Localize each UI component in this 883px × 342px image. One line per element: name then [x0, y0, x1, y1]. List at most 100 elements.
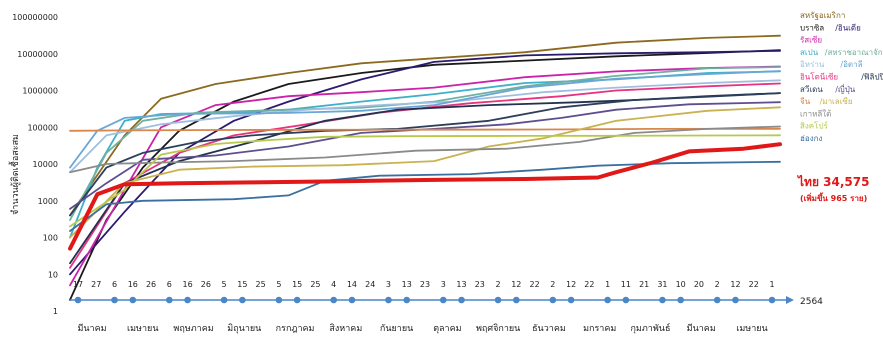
- day-tick-label: 22: [584, 280, 594, 289]
- series-line: [69, 70, 781, 169]
- day-tick-label: 13: [402, 280, 412, 289]
- timeline-dot: [659, 296, 666, 304]
- y-tick-label: 10: [48, 270, 58, 279]
- month-label: กันยายน: [380, 324, 413, 334]
- y-tick-label: 100000000: [12, 13, 58, 22]
- series-line: [69, 134, 781, 228]
- timeline-dot: [129, 296, 137, 304]
- series-line: [69, 160, 781, 232]
- series-line: [69, 106, 781, 239]
- day-tick-label: 22: [749, 280, 759, 289]
- day-tick-label: 25: [256, 280, 266, 289]
- y-tick-label: 10000: [33, 160, 58, 169]
- month-label: สิงหาคม: [329, 323, 362, 334]
- timeline-dot: [403, 296, 411, 304]
- day-tick-label: 23: [420, 280, 430, 289]
- legend-entry: /ฟิลิปปินส์: [861, 72, 883, 82]
- day-tick-label: 12: [511, 280, 521, 289]
- legend-entry: สเปน: [800, 48, 819, 57]
- series-line: [69, 65, 781, 287]
- legend-entry: จีน: [800, 97, 811, 106]
- series-line: [69, 66, 781, 221]
- timeline-dot: [275, 296, 283, 304]
- month-label: กรกฎาคม: [276, 324, 315, 334]
- day-tick-label: 23: [475, 280, 485, 289]
- day-tick-label: 16: [128, 280, 138, 289]
- month-label: มิถุนายน: [227, 323, 261, 334]
- day-tick-label: 16: [182, 280, 192, 289]
- timeline-dot: [622, 296, 630, 304]
- month-label: เมษายน: [736, 324, 767, 334]
- day-tick-label: 25: [310, 280, 320, 289]
- y-tick-label: 100000: [27, 123, 58, 132]
- y-axis-ticks: 1 10 100 1000 10000 100000 1000000 10000000 1000…: [12, 13, 58, 316]
- day-tick-label: 2: [550, 280, 555, 289]
- timeline-dot: [768, 296, 776, 304]
- month-label: ธันวาคม: [532, 324, 566, 334]
- month-label: พฤศจิกายน: [476, 323, 520, 334]
- day-tick-label: 12: [566, 280, 576, 289]
- month-label: มีนาคม: [77, 323, 106, 334]
- day-tick-label: 21: [639, 280, 649, 289]
- legend-entry: /อิตาลี: [840, 60, 862, 69]
- day-tick-label: 20: [694, 280, 704, 289]
- timeline-axis: [70, 296, 794, 304]
- month-label: เมษายน: [127, 324, 158, 334]
- timeline-dot: [732, 296, 739, 304]
- day-tick-label: 3: [441, 280, 446, 289]
- day-tick-label: 17: [73, 280, 83, 289]
- timeline-dot: [604, 296, 611, 304]
- timeline-dot: [348, 296, 356, 304]
- day-tick-label: 12: [730, 280, 740, 289]
- day-tick-label: 26: [201, 280, 211, 289]
- timeline-dot: [74, 296, 82, 304]
- timeline-dot: [713, 296, 721, 304]
- month-label: กุมภาพันธ์: [630, 322, 670, 334]
- thai-value-label: ไทย 34,575: [796, 174, 869, 189]
- day-tick-labels: 17 27 6 16 26 6 16 26 5 15 25 5 15 25 4 14 24 3 13 23 3 13 23 2…: [73, 280, 775, 289]
- day-tick-label: 27: [91, 280, 101, 289]
- timeline-arrow: [786, 296, 794, 304]
- timeline-dot: [385, 296, 392, 304]
- series-line: [68, 142, 782, 251]
- y-axis-label: จำนวนผู้ติดเชื้อสะสม: [8, 134, 21, 215]
- day-tick-label: 3: [386, 280, 391, 289]
- day-tick-label: 4: [331, 280, 336, 289]
- timeline-dot: [239, 296, 246, 304]
- day-tick-label: 22: [529, 280, 539, 289]
- day-tick-label: 24: [365, 280, 375, 289]
- timeline-dot: [439, 296, 447, 304]
- y-tick-label: 100: [43, 234, 58, 243]
- day-tick-label: 6: [112, 280, 117, 289]
- month-label: พฤษภาคม: [173, 324, 213, 334]
- year-label: 2564: [800, 297, 823, 307]
- day-tick-label: 5: [276, 280, 281, 289]
- day-tick-label: 14: [347, 280, 357, 289]
- legend-entry: เกาหลีใต้: [800, 109, 831, 118]
- timeline-dot: [494, 296, 502, 304]
- timeline-dot: [677, 296, 684, 304]
- series-lines: [68, 34, 782, 301]
- timeline-dot: [220, 296, 228, 304]
- day-tick-label: 2: [715, 280, 720, 289]
- day-tick-label: 13: [456, 280, 466, 289]
- timeline-dot: [513, 296, 520, 304]
- legend-entry: รัสเซีย: [800, 36, 822, 45]
- series-line: [69, 79, 781, 174]
- day-tick-label: 10: [676, 280, 686, 289]
- timeline-dot: [330, 296, 337, 304]
- legend-entry: /ญี่ปุ่น: [835, 83, 856, 94]
- thai-increase-label: (เพิ่มขึ้น 965 ราย): [800, 192, 867, 203]
- day-tick-label: 5: [222, 280, 227, 289]
- timeline-dot: [184, 296, 191, 304]
- legend: สหรัฐอเมริกาบราซิล/อินเดียรัสเซียสเปน/สห…: [800, 11, 883, 143]
- day-tick-label: 26: [146, 280, 156, 289]
- series-line: [69, 49, 781, 276]
- timeline-dot: [549, 296, 557, 304]
- day-tick-label: 6: [167, 280, 172, 289]
- day-tick-label: 31: [657, 280, 667, 289]
- day-tick-label: 11: [621, 280, 631, 289]
- month-label: มกราคม: [583, 324, 616, 334]
- y-tick-label: 1000000: [22, 87, 58, 96]
